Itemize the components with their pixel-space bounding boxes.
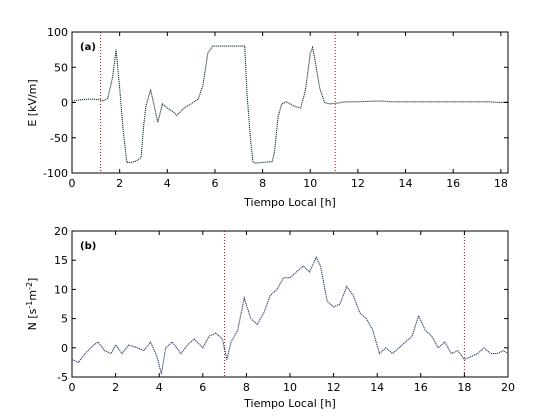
a-y-tick-label: -100 — [43, 167, 68, 180]
b-x-tick-label: 8 — [243, 381, 250, 394]
b-x-tick-label: 18 — [457, 381, 471, 394]
b-x-tick-label: 20 — [501, 381, 515, 394]
y-label-b-part3: ] — [26, 278, 39, 282]
panel-label-b: (b) — [80, 241, 96, 252]
plot-area-a — [71, 31, 509, 174]
a-x-tick-label: 18 — [494, 177, 508, 190]
x-axis-label-a: Tiempo Local [h] — [243, 196, 336, 209]
b-y-tick-label: 10 — [54, 283, 68, 296]
a-x-tick-label: 12 — [351, 177, 365, 190]
b-y-tick-label: 0 — [61, 342, 68, 355]
b-x-tick-label: 4 — [156, 381, 163, 394]
b-x-tick-label: 16 — [414, 381, 428, 394]
b-x-tick-label: 6 — [199, 381, 206, 394]
a-series-line — [71, 45, 509, 164]
a-x-tick-label: 14 — [399, 177, 413, 190]
b-x-tick-label: 12 — [327, 381, 341, 394]
b-x-tick-label: 0 — [69, 381, 76, 394]
y-axis-label-b: N [s-1m-2] — [25, 278, 39, 331]
a-x-tick-label: 10 — [303, 177, 317, 190]
a-x-tick-label: 4 — [164, 177, 171, 190]
x-axis-label-b: Tiempo Local [h] — [243, 397, 336, 410]
a-y-tick-label: 100 — [47, 26, 68, 39]
b-x-ticks: 0 2 4 6 8 10 12 14 16 18 20 — [69, 231, 515, 394]
b-y-tick-label: 15 — [54, 254, 68, 267]
a-y-tick-label: 0 — [61, 97, 68, 110]
panel-label-a: (a) — [80, 42, 96, 53]
a-y-tick-label: -50 — [50, 132, 68, 145]
b-y-tick-label: 5 — [61, 313, 68, 326]
a-event-lines — [100, 32, 336, 173]
b-x-tick-label: 10 — [283, 381, 297, 394]
a-x-tick-label: 6 — [211, 177, 218, 190]
a-x-tick-label: 16 — [446, 177, 460, 190]
b-event-lines — [224, 231, 465, 377]
b-y-tick-label: 20 — [54, 225, 68, 238]
b-series-line — [71, 256, 509, 375]
y-label-b-sup2: -2 — [25, 282, 34, 290]
plot-area-b — [71, 230, 509, 378]
a-x-tick-label: 0 — [69, 177, 76, 190]
b-y-tick-label: -5 — [57, 371, 68, 384]
b-x-tick-label: 2 — [112, 381, 119, 394]
b-x-tick-label: 14 — [370, 381, 384, 394]
a-x-tick-label: 8 — [259, 177, 266, 190]
a-y-tick-label: 50 — [54, 61, 68, 74]
b-y-ticks: -5 0 5 10 15 20 — [54, 225, 508, 384]
y-label-b-part2: m — [26, 290, 39, 301]
y-label-b-sup1: -1 — [25, 301, 34, 309]
b-series-group — [71, 256, 509, 375]
a-y-ticks: -100 -50 0 50 100 — [43, 26, 508, 180]
chart-panel-a: 0 2 4 6 8 10 12 14 16 18 -100 -50 0 50 100 (a) Tiempo… — [26, 26, 509, 209]
y-axis-label-a: E [kV/m] — [26, 79, 39, 126]
a-x-tick-label: 2 — [116, 177, 123, 190]
y-label-b-part1: N [s — [26, 308, 39, 330]
a-x-ticks: 0 2 4 6 8 10 12 14 16 18 — [69, 32, 508, 190]
a-series-group — [71, 45, 509, 164]
